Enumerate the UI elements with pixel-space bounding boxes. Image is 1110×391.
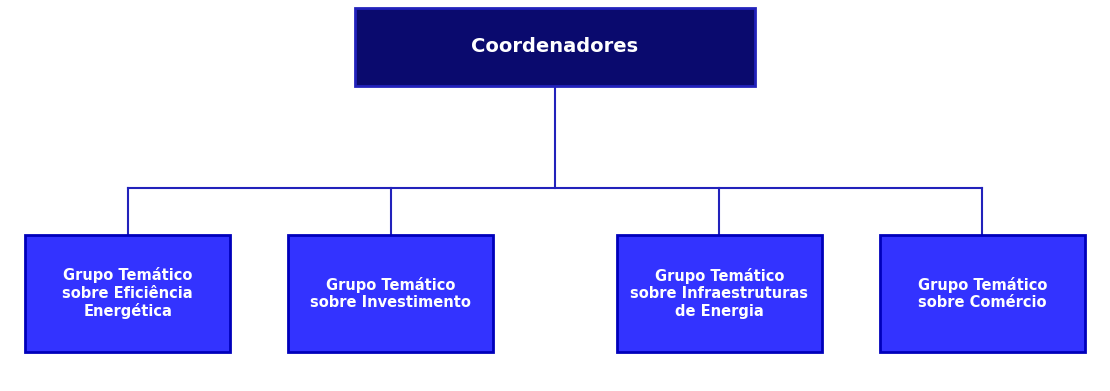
FancyBboxPatch shape [355, 8, 755, 86]
FancyBboxPatch shape [879, 235, 1086, 352]
FancyBboxPatch shape [26, 235, 231, 352]
Text: Grupo Temático
sobre Eficiência
Energética: Grupo Temático sobre Eficiência Energéti… [62, 267, 193, 319]
Text: Coordenadores: Coordenadores [472, 38, 638, 56]
FancyBboxPatch shape [287, 235, 493, 352]
Text: Grupo Temático
sobre Investimento: Grupo Temático sobre Investimento [311, 276, 471, 310]
Text: Grupo Temático
sobre Comércio: Grupo Temático sobre Comércio [918, 276, 1047, 310]
FancyBboxPatch shape [617, 235, 821, 352]
Text: Grupo Temático
sobre Infraestruturas
de Energia: Grupo Temático sobre Infraestruturas de … [630, 268, 808, 319]
